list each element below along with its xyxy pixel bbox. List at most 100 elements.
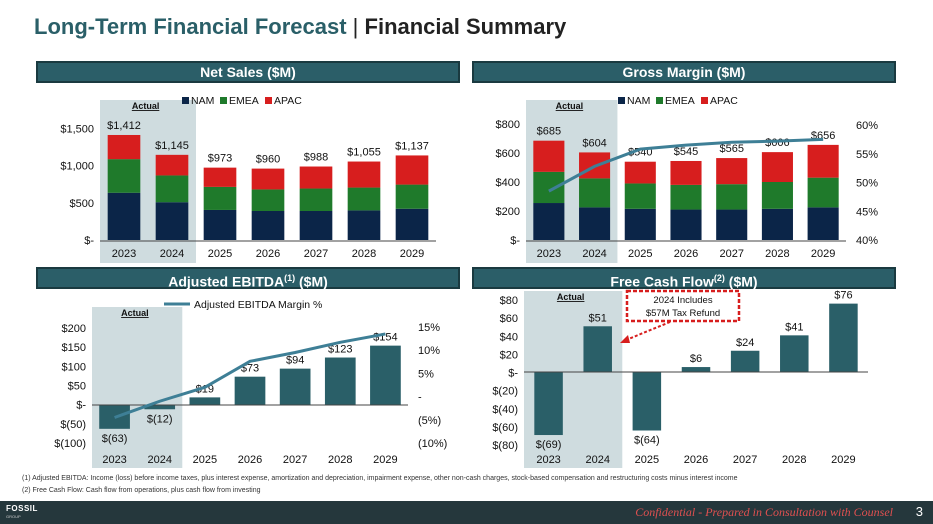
bar-apac	[761, 152, 793, 182]
bar-nam	[670, 209, 702, 240]
y-tick-label: $80	[500, 295, 518, 307]
bar-apac	[347, 161, 381, 188]
value-label: $76	[834, 290, 852, 302]
y-tick-label: $(50)	[60, 419, 86, 431]
bar-emea	[107, 159, 141, 193]
bar	[324, 357, 356, 405]
legend-swatch-emea	[656, 97, 663, 104]
callout-arrow-head	[620, 335, 630, 343]
x-tick-label: 2023	[537, 248, 561, 260]
value-label: $(69)	[536, 439, 562, 451]
total-label: $1,137	[395, 140, 429, 152]
tax-refund-callout-box	[625, 289, 741, 323]
value-label: $24	[736, 337, 754, 349]
fcf-title-sup: (2)	[713, 273, 725, 283]
legend-swatch-apac	[701, 97, 708, 104]
bar-emea	[299, 188, 333, 211]
x-tick-label: 2026	[238, 454, 262, 466]
fcf-title: Free Cash Flow	[610, 273, 714, 290]
legend-swatch-nam	[182, 97, 189, 104]
bar-apac	[299, 166, 333, 189]
x-tick-label: 2024	[147, 454, 171, 466]
total-label: $960	[256, 154, 280, 166]
gross-margin-header: Gross Margin ($M)	[472, 61, 896, 83]
actual-label: Actual	[132, 101, 160, 111]
legend-swatch-nam	[618, 97, 625, 104]
x-tick-label: 2028	[782, 454, 806, 466]
bar-emea	[624, 183, 656, 209]
bar-nam	[347, 210, 381, 240]
bar-emea	[716, 184, 748, 210]
y2-tick-label: 40%	[856, 235, 878, 247]
value-label: $123	[328, 344, 352, 356]
callout-arrow-line	[625, 321, 671, 341]
bar	[681, 367, 711, 373]
ebitda-title: Adjusted EBITDA	[168, 273, 285, 290]
bar-emea	[251, 189, 285, 211]
ebitda-header: Adjusted EBITDA(1) ($M)	[36, 267, 460, 290]
y-tick-label: $-	[510, 235, 520, 247]
bar-apac	[107, 134, 141, 160]
fcf-chart: Actual $(80) $(60) $(40) $(20) $- $20 $40 $60 $80…	[492, 289, 868, 468]
y2-tick-label: (5%)	[418, 415, 441, 427]
bar-emea	[761, 182, 793, 209]
bar-emea	[579, 178, 611, 208]
bar-emea	[533, 171, 565, 204]
bar-apac	[155, 154, 189, 176]
ebitda-title-unit: ($M)	[299, 273, 328, 290]
bar-apac	[203, 167, 237, 187]
bar	[144, 404, 176, 410]
fcf-header: Free Cash Flow(2) ($M)	[472, 267, 896, 290]
y-tick-label: $-	[76, 400, 86, 412]
value-label: $6	[690, 353, 702, 365]
total-label: $604	[582, 137, 606, 149]
y-tick-label: $100	[62, 361, 86, 373]
bar-nam	[155, 202, 189, 240]
bar	[780, 335, 809, 373]
total-label: $988	[304, 152, 328, 164]
legend-label: APAC	[710, 95, 738, 107]
bar	[632, 372, 662, 431]
footer: FOSSIL GROUP Confidential - Prepared in …	[0, 501, 933, 524]
y-tick-label: $200	[496, 206, 520, 218]
bar	[730, 350, 760, 373]
bar-nam	[533, 203, 565, 240]
footnote-2: (2) Free Cash Flow: Cash flow from opera…	[22, 487, 261, 494]
y2-tick-label: 10%	[418, 345, 440, 357]
y-tick-label: $(40)	[492, 404, 518, 416]
x-tick-label: 2029	[811, 248, 835, 260]
net-sales-header: Net Sales ($M)	[36, 61, 460, 83]
x-tick-label: 2028	[328, 454, 352, 466]
page-number: 3	[915, 504, 923, 519]
legend-label: Adjusted EBITDA Margin %	[194, 299, 322, 311]
y-tick-label: $150	[62, 342, 86, 354]
value-label: $41	[785, 321, 803, 333]
x-tick-label: 2027	[733, 454, 757, 466]
y-tick-label: $(100)	[54, 438, 86, 450]
actual-label: Actual	[121, 308, 149, 318]
value-label: $(63)	[102, 433, 128, 445]
x-tick-label: 2027	[719, 248, 743, 260]
fossil-logo-sub: GROUP	[6, 514, 21, 519]
total-label: $545	[674, 146, 698, 158]
y-tick-label: $800	[496, 119, 520, 131]
title-sub: Financial Summary	[364, 14, 567, 39]
footnote-1: (1) Adjusted EBITDA: Income (loss) befor…	[22, 475, 738, 482]
y-tick-label: $400	[496, 177, 520, 189]
y-tick-label: $200	[62, 323, 86, 335]
bar-emea	[203, 186, 237, 210]
total-label: $1,055	[347, 147, 381, 159]
legend-label: EMEA	[229, 95, 259, 107]
x-tick-label: 2023	[536, 454, 560, 466]
bar	[829, 303, 858, 373]
total-label: $685	[537, 126, 561, 138]
y-tick-label: $20	[500, 349, 518, 361]
y-tick-label: $-	[84, 235, 94, 247]
total-label: $606	[765, 137, 789, 149]
bar-apac	[716, 158, 748, 185]
bar-emea	[155, 175, 189, 203]
bar-apac	[395, 155, 429, 185]
bar-nam	[203, 209, 237, 240]
x-tick-label: 2027	[283, 454, 307, 466]
bar-emea	[807, 177, 839, 208]
